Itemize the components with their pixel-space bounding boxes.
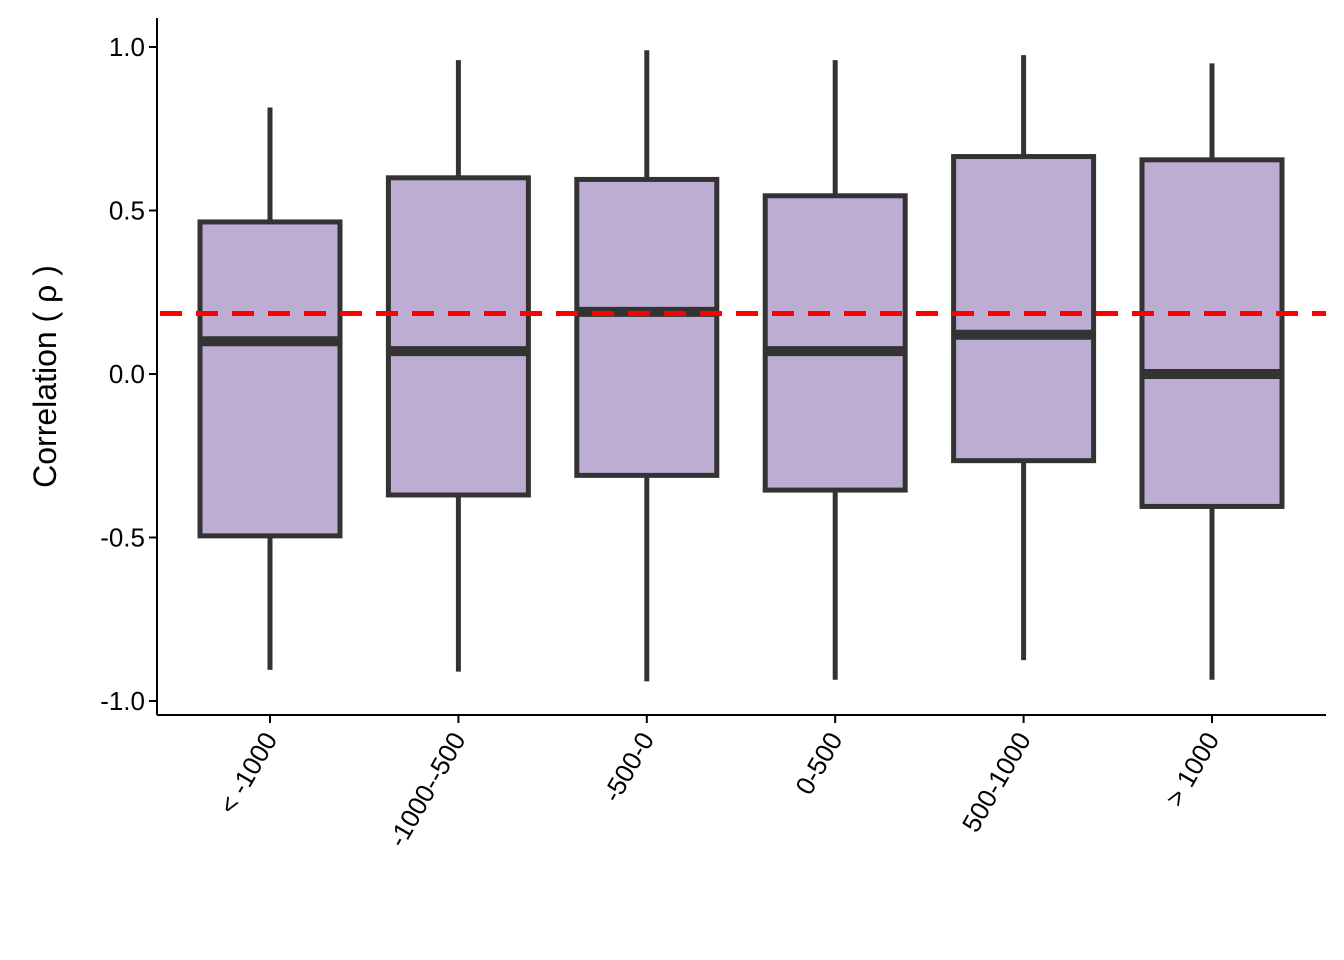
y-tick-label: -0.5 [100,523,145,553]
iqr-box [574,176,720,478]
x-tick-label: -1000--500 [382,727,472,852]
box-series [197,50,1285,682]
x-tick-label: 500-1000 [956,727,1037,837]
iqr-box [951,154,1097,464]
box-1 [385,60,531,672]
box-0 [197,107,343,670]
box-4 [951,55,1097,661]
y-axis-ticks: 1.0 0.5 0.0 -0.5 -1.0 [100,32,157,716]
x-tick-label: -500-0 [596,727,660,807]
y-axis-title: Correlation ( ρ ) [27,265,63,488]
y-tick-label: -1.0 [100,686,145,716]
iqr-box [385,175,531,498]
y-tick-label: 0.5 [109,196,145,226]
x-axis-ticks: < -1000 -1000--500 -500-0 0-500 500-1000 > 10… [213,715,1225,852]
x-tick-label: 0-500 [789,727,848,800]
box-2 [574,50,720,682]
y-tick-label: 1.0 [109,32,145,62]
x-tick-label: > 1000 [1159,727,1225,811]
iqr-box [1139,157,1285,509]
box-5 [1139,63,1285,680]
x-tick-label: < -1000 [213,727,283,819]
iqr-box [762,193,908,493]
iqr-box [197,219,343,539]
y-tick-label: 0.0 [109,359,145,389]
box-3 [762,60,908,680]
